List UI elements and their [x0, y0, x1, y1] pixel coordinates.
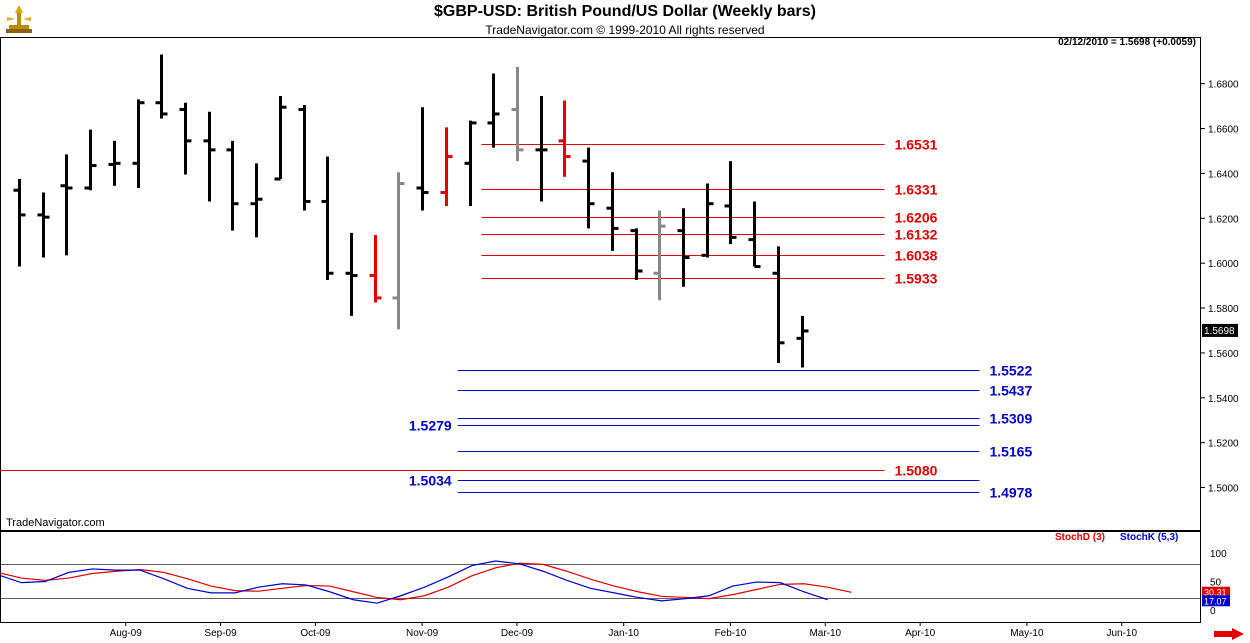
stoch-d-line [0, 562, 852, 601]
level-label: 1.5437 [989, 383, 1032, 399]
price-bar [535, 96, 548, 202]
time-tick-label: Dec-09 [501, 628, 534, 639]
time-tick-label: Jan-10 [608, 628, 639, 639]
price-bar [155, 54, 168, 119]
price-bar [511, 66, 524, 162]
price-tick-label: 1.6800 [1208, 80, 1239, 91]
price-readout: 02/12/2010 = 1.5698 (+0.0059) [1058, 37, 1196, 48]
price-bar [772, 246, 785, 364]
level-label: 1.5080 [895, 463, 938, 479]
chart-title: $GBP-USD: British Pound/US Dollar (Weekl… [434, 3, 816, 20]
price-bar [369, 235, 382, 303]
time-tick-label: Feb-10 [715, 628, 747, 639]
price-bar [748, 201, 761, 269]
price-bar [464, 120, 477, 206]
price-bar [13, 179, 26, 267]
price-bar [630, 228, 643, 280]
time-tick-label: Apr-10 [905, 628, 935, 639]
price-bar [606, 172, 619, 251]
price-bar [203, 111, 216, 202]
price-bar [677, 208, 690, 287]
price-bar [132, 99, 145, 188]
price-tick-label: 1.6600 [1208, 125, 1239, 136]
price-tick-label: 1.6000 [1208, 259, 1239, 270]
price-panel-frame [0, 37, 1201, 531]
stoch-d-value: 30.31 [1204, 588, 1227, 598]
plot-frame [0, 37, 1201, 623]
price-bar [274, 96, 287, 181]
legend-stoch-d: StochD (3) [1055, 532, 1105, 543]
stoch-panel-frame [0, 531, 1201, 623]
price-bar [558, 100, 571, 177]
trade-navigator-logo-icon [6, 5, 32, 33]
level-label: 1.5034 [409, 473, 452, 489]
price-tick-label: 1.5800 [1208, 304, 1239, 315]
time-tick-label: Sep-09 [204, 628, 237, 639]
level-label: 1.6531 [895, 137, 938, 153]
price-bar [60, 154, 73, 256]
level-label: 1.4978 [989, 485, 1032, 501]
watermark: TradeNavigator.com [6, 517, 105, 529]
level-label: 1.5309 [989, 411, 1032, 427]
price-bar [84, 129, 97, 191]
price-bar [37, 192, 50, 258]
price-bar [345, 232, 358, 316]
stoch-k-line [0, 560, 828, 604]
price-bars [13, 54, 809, 368]
axes: 1.6800 1.6600 1.6400 1.6200 1.6000 1.5800 1.56… [110, 80, 1239, 639]
time-tick-label: Mar-10 [809, 628, 841, 639]
time-tick-label: May-10 [1010, 628, 1044, 639]
price-tick-label: 1.5000 [1208, 484, 1239, 495]
level-label: 1.6331 [895, 182, 938, 198]
price-bar [653, 210, 666, 301]
price-bar [724, 161, 737, 245]
time-tick-label: Nov-09 [406, 628, 439, 639]
level-label: 1.5165 [989, 444, 1032, 460]
level-label: 1.5522 [989, 363, 1032, 379]
price-bar [582, 147, 595, 229]
chart-subtitle: TradeNavigator.com © 1999-2010 All right… [485, 23, 765, 37]
stoch-k-value: 17.07 [1204, 596, 1227, 606]
level-label: 1.6132 [895, 227, 938, 243]
price-bar [487, 73, 500, 148]
last-price-label: 1.5698 [1204, 326, 1235, 337]
price-bar [108, 140, 121, 186]
level-label: 1.6038 [895, 248, 938, 264]
price-tick-label: 1.5400 [1208, 394, 1239, 405]
legend-stoch-k: StochK (5,3) [1120, 532, 1179, 543]
price-bar [250, 163, 263, 238]
stoch-d-value-box [1202, 586, 1230, 598]
price-bar [440, 127, 453, 206]
level-label: 1.5933 [895, 271, 938, 287]
price-tick-label: 1.5600 [1208, 349, 1239, 360]
price-bar [796, 315, 809, 368]
stoch-tick-label: 100 [1210, 549, 1227, 560]
time-tick-label: Oct-09 [300, 628, 330, 639]
price-tick-label: 1.5200 [1208, 439, 1239, 450]
last-price-box [1202, 323, 1238, 337]
price-tick-label: 1.6400 [1208, 169, 1239, 180]
stoch-tick-label: 0 [1210, 606, 1216, 617]
level-label: 1.5279 [409, 418, 452, 434]
stoch-k-value-box [1202, 595, 1230, 607]
price-tick-label: 1.6200 [1208, 214, 1239, 225]
stoch-tick-label: 50 [1210, 578, 1222, 589]
price-bar [701, 183, 714, 258]
time-tick-label: Aug-09 [110, 628, 143, 639]
time-tick-label: Jun-10 [1106, 628, 1137, 639]
level-label: 1.6206 [895, 210, 938, 226]
price-bar [416, 107, 429, 211]
price-bar [298, 104, 311, 211]
scroll-right-arrow-icon[interactable] [1214, 628, 1244, 640]
price-bar [179, 102, 192, 175]
price-bar [226, 140, 239, 231]
price-bar [321, 156, 334, 280]
price-bar [392, 172, 405, 330]
